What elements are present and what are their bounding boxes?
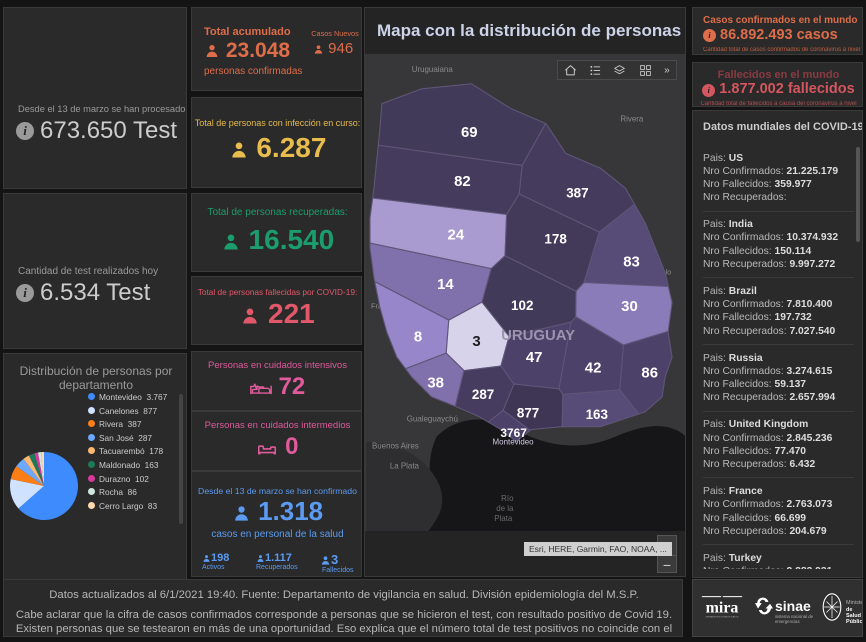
svg-text:83: 83 xyxy=(623,254,640,270)
svg-text:387: 387 xyxy=(566,186,588,201)
svg-text:69: 69 xyxy=(461,125,478,141)
svg-text:Buenos Aires: Buenos Aires xyxy=(372,442,419,451)
svg-text:38: 38 xyxy=(427,376,444,392)
svg-text:42: 42 xyxy=(585,361,602,377)
svg-text:Plata: Plata xyxy=(494,514,513,523)
svg-text:24: 24 xyxy=(448,227,465,243)
svg-text:14: 14 xyxy=(437,277,454,293)
svg-text:Montevideo: Montevideo xyxy=(493,438,535,447)
svg-text:Uruguaiana: Uruguaiana xyxy=(412,65,454,74)
svg-text:de la: de la xyxy=(496,504,514,513)
svg-text:47: 47 xyxy=(526,350,543,366)
svg-text:102: 102 xyxy=(511,298,533,313)
svg-text:30: 30 xyxy=(621,299,638,315)
svg-text:8: 8 xyxy=(414,329,422,345)
svg-text:URUGUAY: URUGUAY xyxy=(501,328,575,344)
svg-text:Río: Río xyxy=(501,494,514,503)
svg-text:86: 86 xyxy=(641,365,658,381)
svg-text:163: 163 xyxy=(586,407,608,422)
svg-text:mira: mira xyxy=(706,600,739,617)
svg-text:Rivera: Rivera xyxy=(620,115,644,124)
svg-text:178: 178 xyxy=(544,231,567,246)
svg-text:La Plata: La Plata xyxy=(390,461,420,470)
svg-text:287: 287 xyxy=(472,387,494,402)
svg-text:877: 877 xyxy=(517,406,539,421)
svg-text:82: 82 xyxy=(454,174,471,190)
svg-text:Gualeguaychú: Gualeguaychú xyxy=(407,415,458,424)
svg-text:3: 3 xyxy=(472,334,480,350)
